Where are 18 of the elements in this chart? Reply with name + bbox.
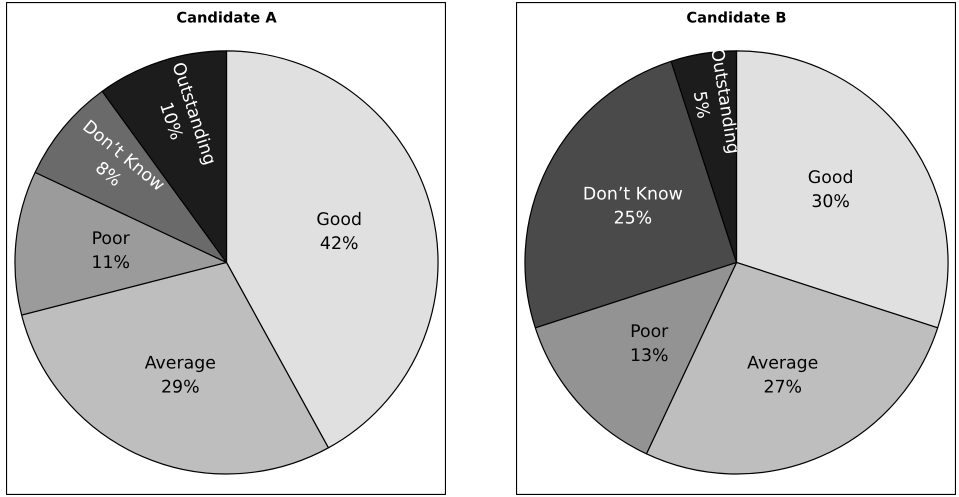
slice-label: Don’t Know: [582, 184, 683, 204]
data-label: 25%: [614, 208, 652, 228]
slice-label: Good: [316, 210, 362, 230]
data-label: 42%: [320, 234, 358, 254]
slice-label: Good: [808, 168, 854, 188]
data-label: 27%: [763, 378, 802, 398]
data-label: 5%: [688, 90, 713, 120]
data-label: 11%: [91, 252, 130, 273]
chart-title: Candidate B: [686, 10, 787, 27]
data-label: 30%: [811, 192, 850, 212]
data-label: 13%: [630, 346, 668, 366]
data-label: 29%: [161, 378, 200, 398]
data-label: 8%: [91, 158, 125, 192]
chart-title: Candidate A: [176, 10, 278, 27]
slice-label: Average: [144, 354, 216, 374]
slice-label: Poor: [92, 228, 131, 249]
slice-label: Average: [747, 354, 818, 374]
slice-label: Poor: [630, 322, 670, 342]
